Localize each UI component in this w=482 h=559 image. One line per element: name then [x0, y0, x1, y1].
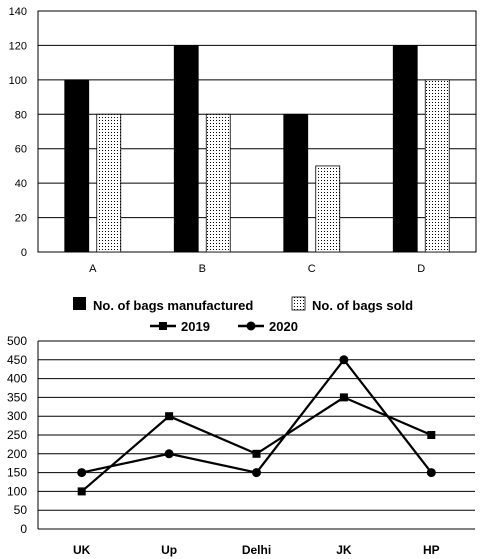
- line-y-tick-label: 100: [7, 484, 27, 498]
- series-line-2019: [80, 396, 432, 493]
- point-2019: [165, 412, 174, 421]
- bar-manufactured: [173, 45, 199, 253]
- line-y-tick-label: 250: [7, 428, 27, 442]
- point-2020: [339, 355, 349, 365]
- point-2019: [427, 431, 436, 439]
- bar-sold: [315, 165, 341, 253]
- point-2020: [77, 468, 87, 478]
- line-y-tick-label: 400: [7, 372, 27, 386]
- legend-label-2020: 2020: [269, 319, 298, 334]
- bar-y-tick-label: 120: [9, 40, 27, 52]
- bar-y-tick-label: 20: [15, 213, 27, 225]
- line-x-tick-label: Up: [161, 543, 177, 557]
- point-2019: [339, 393, 348, 402]
- bar-x-tick-label: A: [89, 263, 97, 275]
- point-2020: [252, 468, 261, 478]
- legend-label-sold: No. of bags sold: [312, 298, 413, 313]
- line-y-tick-label: 200: [7, 447, 27, 461]
- bar-x-tick-label: D: [417, 263, 425, 275]
- point-2019: [77, 487, 86, 496]
- bar-x-tick-label: C: [308, 263, 316, 275]
- bar-y-tick-label: 80: [15, 109, 27, 121]
- bar-y-tick-label: 0: [21, 247, 27, 259]
- legend-swatch-sold: [291, 296, 306, 311]
- legend-swatch-manufactured: [73, 297, 86, 310]
- bar-chart-legend: No. of bags manufactured No. of bags sol…: [73, 296, 413, 313]
- bar-sold: [96, 113, 122, 253]
- line-x-tick-label: JK: [336, 543, 352, 557]
- bar-y-tick-label: 140: [9, 6, 27, 18]
- point-2020: [426, 468, 436, 478]
- line-x-tick-label: UK: [73, 543, 91, 557]
- bar-manufactured: [392, 45, 418, 253]
- line-x-tick-label: HP: [423, 543, 440, 557]
- point-2020: [164, 449, 174, 459]
- line-y-tick-label: 50: [14, 503, 28, 517]
- line-x-tick-label: Delhi: [242, 543, 271, 557]
- legend-marker-2020: [246, 321, 256, 331]
- legend-label-2019: 2019: [181, 319, 210, 334]
- bar-y-tick-label: 100: [9, 75, 27, 87]
- bar-manufactured: [64, 79, 90, 253]
- bar-y-tick-label: 60: [15, 144, 27, 156]
- line-y-tick-label: 350: [7, 390, 27, 404]
- line-y-tick-label: 450: [7, 353, 27, 367]
- bar-manufactured: [283, 113, 309, 253]
- line-y-tick-label: 0: [20, 522, 27, 536]
- line-y-tick-label: 300: [7, 409, 27, 423]
- bar-chart: 0 20 40 60 80 100 120 140 A B C D: [9, 6, 477, 275]
- line-y-tick-label: 150: [7, 466, 27, 480]
- point-2019: [252, 449, 261, 458]
- line-chart-legend: 2019 2020: [150, 319, 298, 334]
- bar-x-tick-label: B: [199, 263, 206, 275]
- legend-marker-2019: [159, 322, 167, 330]
- bar-sold: [205, 113, 231, 253]
- line-chart: 0 50 100 150 200 250 300 350 400 450 500 UK Up Delhi J…: [7, 334, 475, 557]
- bar-y-tick-label: 40: [15, 178, 27, 190]
- bar-sold: [424, 79, 450, 253]
- line-y-tick-label: 500: [7, 334, 27, 348]
- legend-label-manufactured: No. of bags manufactured: [93, 298, 253, 313]
